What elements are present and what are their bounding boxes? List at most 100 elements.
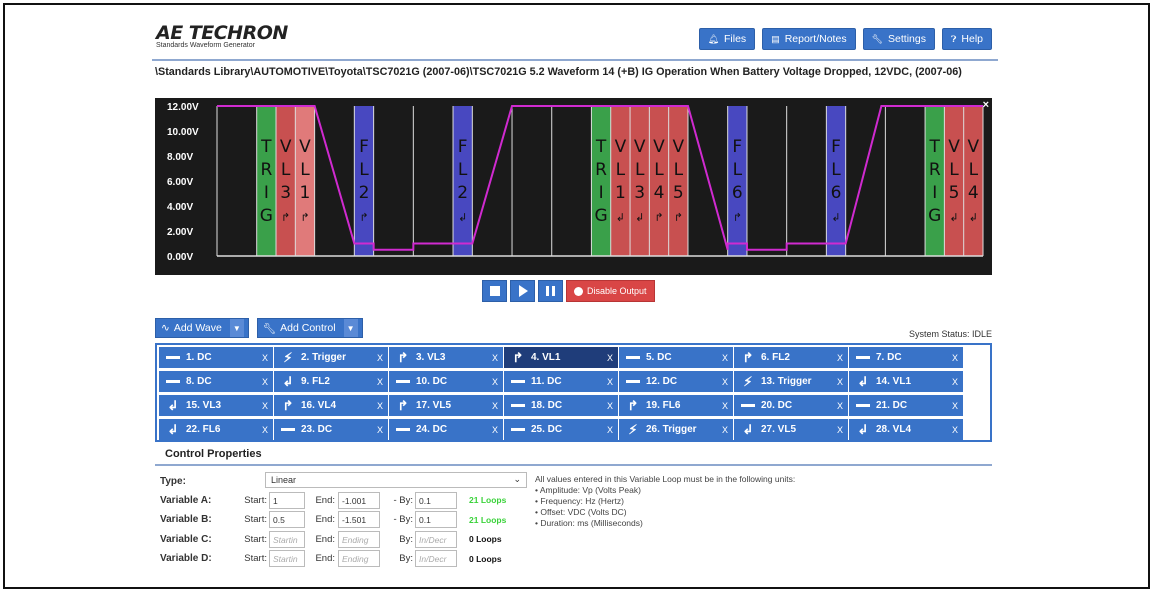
- report-notes-button[interactable]: ▤ Report/Notes: [762, 28, 856, 50]
- by-input[interactable]: 0.1: [415, 511, 457, 528]
- sequence-step[interactable]: 20. DC X: [734, 395, 848, 416]
- remove-step-icon[interactable]: X: [606, 400, 613, 411]
- remove-step-icon[interactable]: X: [606, 424, 613, 435]
- end-input[interactable]: Ending: [338, 550, 380, 567]
- start-input[interactable]: 0.5: [269, 511, 305, 528]
- sequence-step[interactable]: 25. DC X: [504, 419, 618, 440]
- end-label: End:: [315, 553, 335, 564]
- dc-icon: [278, 428, 298, 431]
- start-input[interactable]: Startin: [269, 530, 305, 548]
- remove-step-icon[interactable]: X: [836, 424, 843, 435]
- marker-label: ↱: [733, 211, 742, 224]
- header-divider: [152, 59, 998, 61]
- by-input[interactable]: In/Decr: [415, 530, 457, 548]
- settings-button[interactable]: 🔧︎ Settings: [862, 28, 935, 50]
- marker-label: 2: [359, 183, 370, 203]
- sequence-step[interactable]: ⚡︎ 26. Trigger X: [619, 419, 733, 440]
- sequence-step[interactable]: 7. DC X: [849, 347, 963, 368]
- marker-band: [276, 106, 296, 256]
- remove-step-icon[interactable]: X: [836, 376, 843, 387]
- files-label: Files: [724, 33, 747, 45]
- end-input[interactable]: Ending: [338, 530, 380, 548]
- remove-step-icon[interactable]: X: [491, 376, 498, 387]
- sequence-step-label: 11. DC: [531, 376, 562, 387]
- add-control-button[interactable]: 🔧︎ Add Control ▼: [256, 318, 363, 338]
- remove-step-icon[interactable]: X: [606, 376, 613, 387]
- start-input[interactable]: Startin: [269, 550, 305, 567]
- remove-step-icon[interactable]: X: [836, 352, 843, 363]
- sequence-step[interactable]: 5. DC X: [619, 347, 733, 368]
- remove-step-icon[interactable]: X: [491, 400, 498, 411]
- remove-step-icon[interactable]: X: [261, 424, 268, 435]
- sequence-step[interactable]: 24. DC X: [389, 419, 503, 440]
- power-icon: [574, 286, 583, 296]
- start-input[interactable]: 1: [269, 491, 305, 509]
- sequence-step[interactable]: 8. DC X: [159, 371, 273, 392]
- variable-label: Variable C:: [160, 533, 212, 545]
- close-waveform-icon[interactable]: ×: [982, 99, 989, 111]
- files-button[interactable]: 🔔︎ Files: [698, 28, 756, 50]
- remove-step-icon[interactable]: X: [376, 424, 383, 435]
- help-button[interactable]: ❓︎ Help: [941, 28, 992, 50]
- remove-step-icon[interactable]: X: [261, 376, 268, 387]
- remove-step-icon[interactable]: X: [951, 400, 958, 411]
- logo-subtitle: Standards Waveform Generator: [156, 42, 255, 49]
- sequence-step[interactable]: 18. DC X: [504, 395, 618, 416]
- remove-step-icon[interactable]: X: [951, 424, 958, 435]
- remove-step-icon[interactable]: X: [491, 424, 498, 435]
- sequence-step[interactable]: ⚡︎ 13. Trigger X: [734, 371, 848, 392]
- dc-icon: [853, 356, 873, 359]
- by-label: - By:: [393, 494, 413, 506]
- sequence-step[interactable]: ↱ 19. FL6 X: [619, 395, 733, 416]
- sequence-step[interactable]: ↱ 3. VL3 X: [389, 347, 503, 368]
- by-input[interactable]: In/Decr: [415, 550, 457, 567]
- add-wave-button[interactable]: ∿ Add Wave ▼: [155, 318, 249, 338]
- play-button[interactable]: [510, 280, 535, 302]
- remove-step-icon[interactable]: X: [951, 376, 958, 387]
- sequence-step[interactable]: ↲ 15. VL3 X: [159, 395, 273, 416]
- pause-button[interactable]: [538, 280, 563, 302]
- sequence-step-label: 18. DC: [531, 400, 563, 411]
- sequence-step[interactable]: ↱ 6. FL2 X: [734, 347, 848, 368]
- remove-step-icon[interactable]: X: [376, 400, 383, 411]
- sequence-step[interactable]: ↱ 17. VL5 X: [389, 395, 503, 416]
- stop-button[interactable]: [482, 280, 507, 302]
- sequence-step[interactable]: ↲ 27. VL5 X: [734, 419, 848, 440]
- sequence-step[interactable]: 10. DC X: [389, 371, 503, 392]
- remove-step-icon[interactable]: X: [376, 376, 383, 387]
- trigger-icon: ⚡︎: [628, 421, 638, 437]
- disable-output-button[interactable]: Disable Output: [566, 280, 655, 302]
- remove-step-icon[interactable]: X: [721, 352, 728, 363]
- remove-step-icon[interactable]: X: [951, 352, 958, 363]
- end-input[interactable]: -1.001: [338, 491, 380, 509]
- remove-step-icon[interactable]: X: [376, 352, 383, 363]
- sequence-step[interactable]: 12. DC X: [619, 371, 733, 392]
- sequence-step[interactable]: ↱ 16. VL4 X: [274, 395, 388, 416]
- remove-step-icon[interactable]: X: [491, 352, 498, 363]
- sequence-step[interactable]: ↲ 28. VL4 X: [849, 419, 963, 440]
- sequence-step-label: 13. Trigger: [761, 376, 812, 387]
- sequence-step[interactable]: ↲ 22. FL6 X: [159, 419, 273, 440]
- end-input[interactable]: -1.501: [338, 511, 380, 528]
- loop-end-icon: ↲: [167, 421, 179, 437]
- remove-step-icon[interactable]: X: [261, 400, 268, 411]
- marker-label: 3: [634, 183, 645, 203]
- sequence-step[interactable]: 23. DC X: [274, 419, 388, 440]
- remove-step-icon[interactable]: X: [261, 352, 268, 363]
- sequence-step[interactable]: ↲ 9. FL2 X: [274, 371, 388, 392]
- marker-label: 1: [615, 183, 626, 203]
- remove-step-icon[interactable]: X: [606, 352, 613, 363]
- sequence-step[interactable]: ⚡︎ 2. Trigger X: [274, 347, 388, 368]
- type-select[interactable]: Linear ⌄: [265, 472, 527, 488]
- remove-step-icon[interactable]: X: [721, 400, 728, 411]
- sequence-step[interactable]: 11. DC X: [504, 371, 618, 392]
- sequence-step[interactable]: ↱ 4. VL1 X: [504, 347, 618, 368]
- by-input[interactable]: 0.1: [415, 491, 457, 509]
- remove-step-icon[interactable]: X: [721, 376, 728, 387]
- remove-step-icon[interactable]: X: [836, 400, 843, 411]
- sequence-step[interactable]: 21. DC X: [849, 395, 963, 416]
- sequence-step[interactable]: 1. DC X: [159, 347, 273, 368]
- remove-step-icon[interactable]: X: [721, 424, 728, 435]
- sequence-step[interactable]: ↲ 14. VL1 X: [849, 371, 963, 392]
- document-icon: ▤: [771, 33, 780, 44]
